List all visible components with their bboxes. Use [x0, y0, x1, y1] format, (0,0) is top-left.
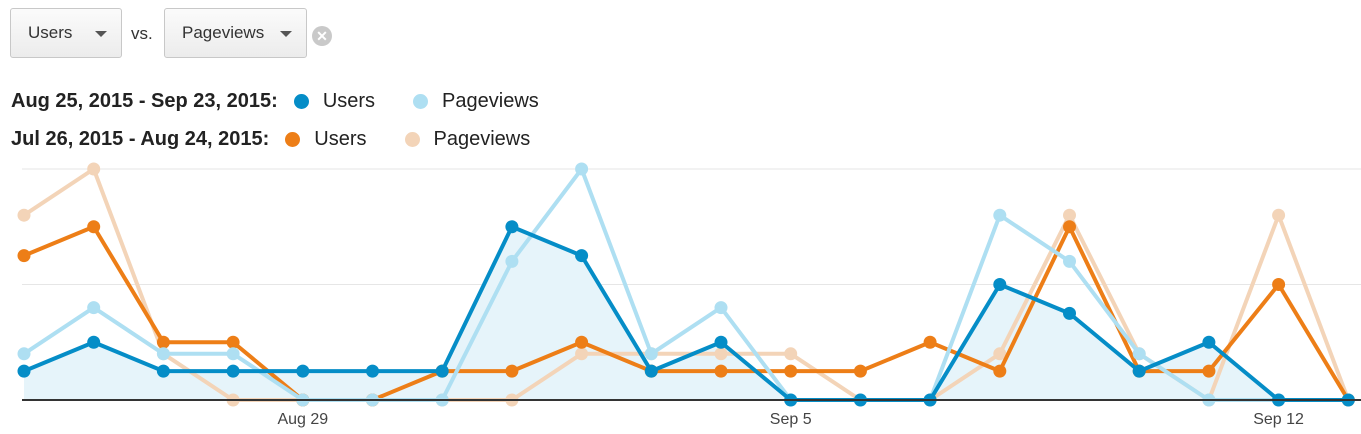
- legend-current-period: Aug 25, 2015 - Sep 23, 2015: Users Pagev…: [11, 90, 577, 113]
- legend-date-range: Jul 26, 2015 - Aug 24, 2015:: [11, 128, 270, 150]
- data-point: [784, 347, 798, 361]
- chevron-down-icon: [280, 31, 292, 37]
- data-point: [714, 364, 728, 378]
- legend-previous-period: Jul 26, 2015 - Aug 24, 2015: Users Pagev…: [11, 128, 568, 151]
- data-point: [923, 335, 937, 349]
- data-point: [714, 335, 728, 349]
- data-point: [226, 347, 240, 361]
- data-point: [156, 335, 170, 349]
- legend-pageviews-label: Pageviews: [433, 128, 531, 150]
- data-point: [226, 364, 240, 378]
- vs-label: vs.: [131, 24, 153, 43]
- data-point: [1063, 220, 1076, 234]
- legend-users-label: Users: [314, 128, 367, 150]
- data-point: [1063, 208, 1076, 222]
- data-point: [156, 347, 170, 361]
- data-point: [575, 249, 589, 263]
- data-point: [993, 347, 1007, 361]
- data-point: [505, 254, 519, 268]
- line-chart: Aug 29 Sep 5 Sep 12: [17, 162, 1361, 428]
- data-point: [17, 208, 31, 222]
- data-point: [714, 347, 728, 361]
- data-point: [575, 335, 589, 349]
- data-point: [575, 162, 589, 176]
- data-point: [853, 364, 867, 378]
- legend-pageviews-dot: [404, 132, 420, 147]
- data-point: [17, 364, 31, 378]
- series-line: [22, 167, 1349, 402]
- data-point: [17, 249, 31, 263]
- data-point: [993, 364, 1007, 378]
- data-point: [1202, 335, 1216, 349]
- data-point: [87, 162, 101, 176]
- data-point: [366, 364, 379, 378]
- data-point: [993, 208, 1007, 222]
- data-point: [1132, 364, 1146, 378]
- series-line: [23, 224, 1349, 402]
- remove-metric-icon[interactable]: ✕: [312, 26, 332, 46]
- data-point: [575, 347, 589, 361]
- data-point: [87, 220, 101, 234]
- x-tick-label: Sep 5: [770, 411, 812, 428]
- data-point: [505, 220, 519, 234]
- data-point: [1272, 278, 1286, 291]
- data-point: [1063, 306, 1076, 320]
- data-point: [1202, 364, 1216, 378]
- legend-date-range: Aug 25, 2015 - Sep 23, 2015:: [11, 90, 278, 112]
- data-point: [505, 364, 519, 378]
- primary-metric-select[interactable]: Users: [10, 8, 122, 58]
- data-point: [1063, 254, 1076, 268]
- primary-metric-label: Users: [28, 23, 73, 42]
- data-point: [17, 347, 31, 361]
- series-line: [23, 224, 1351, 402]
- legend-pageviews-label: Pageviews: [442, 90, 539, 112]
- legend-users-label: Users: [322, 90, 376, 112]
- secondary-metric-label: Pageviews: [182, 23, 265, 42]
- users-area-fill: [24, 226, 1349, 400]
- x-tick-label: Sep 12: [1253, 411, 1304, 428]
- data-point: [1272, 208, 1286, 222]
- data-point: [87, 301, 101, 315]
- data-point: [226, 335, 240, 349]
- data-point: [644, 347, 658, 361]
- data-point: [435, 364, 449, 378]
- data-point: [87, 335, 101, 349]
- legend-users-dot: [293, 94, 309, 109]
- data-point: [296, 364, 310, 378]
- legend-pageviews-dot: [413, 94, 429, 109]
- x-tick-label: Aug 29: [277, 411, 328, 428]
- data-point: [784, 364, 798, 378]
- legend-users-dot: [285, 132, 301, 147]
- data-point: [644, 364, 658, 378]
- data-point: [714, 301, 728, 315]
- secondary-metric-select[interactable]: Pageviews: [164, 8, 307, 58]
- data-point: [993, 278, 1007, 291]
- data-point: [1132, 347, 1146, 361]
- data-point: [156, 364, 170, 378]
- chevron-down-icon: [95, 31, 107, 37]
